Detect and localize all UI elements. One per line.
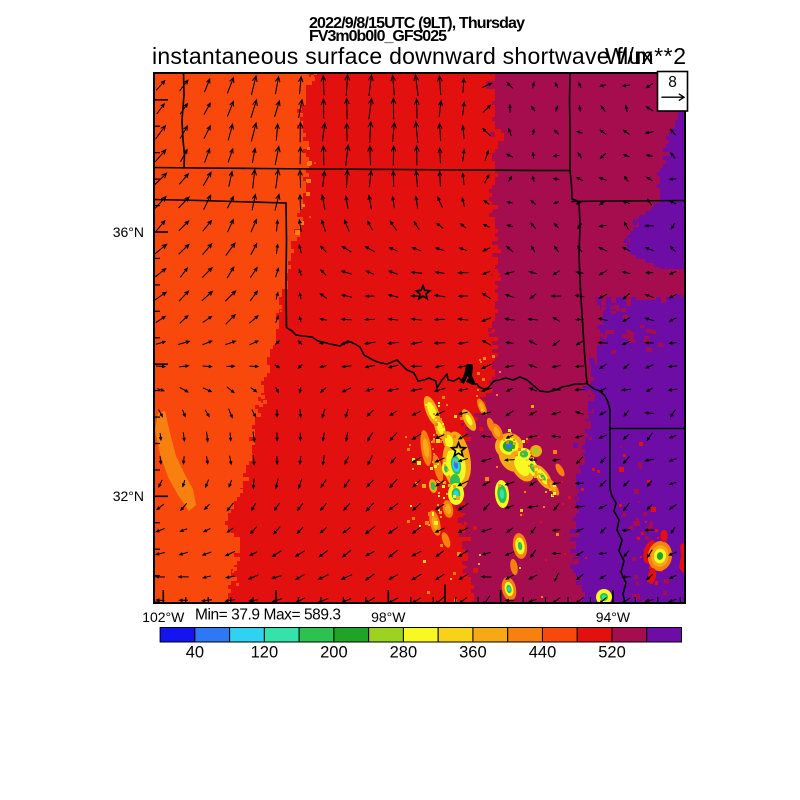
svg-text:94°W: 94°W bbox=[596, 609, 631, 625]
svg-text:440: 440 bbox=[529, 644, 557, 662]
svg-text:32°N: 32°N bbox=[113, 488, 144, 504]
svg-text:W/m**2: W/m**2 bbox=[605, 43, 686, 69]
svg-text:36°N: 36°N bbox=[113, 224, 144, 240]
svg-text:280: 280 bbox=[390, 644, 418, 662]
svg-text:8: 8 bbox=[668, 74, 677, 91]
svg-text:200: 200 bbox=[320, 644, 348, 662]
svg-text:Min= 37.9 Max= 589.3: Min= 37.9 Max= 589.3 bbox=[195, 607, 341, 624]
svg-text:40: 40 bbox=[186, 644, 204, 662]
svg-text:120: 120 bbox=[251, 644, 279, 662]
svg-text:2022/9/8/15UTC (9LT), Thursday: 2022/9/8/15UTC (9LT), Thursday bbox=[309, 15, 525, 32]
svg-text:FV3m0b0l0_GFS025: FV3m0b0l0_GFS025 bbox=[309, 28, 447, 45]
svg-text:102°W: 102°W bbox=[142, 609, 185, 625]
svg-text:360: 360 bbox=[459, 644, 487, 662]
svg-text:98°W: 98°W bbox=[371, 609, 406, 625]
svg-text:520: 520 bbox=[598, 644, 626, 662]
svg-text:instantaneous surface downward: instantaneous surface downward shortwave… bbox=[152, 43, 654, 69]
